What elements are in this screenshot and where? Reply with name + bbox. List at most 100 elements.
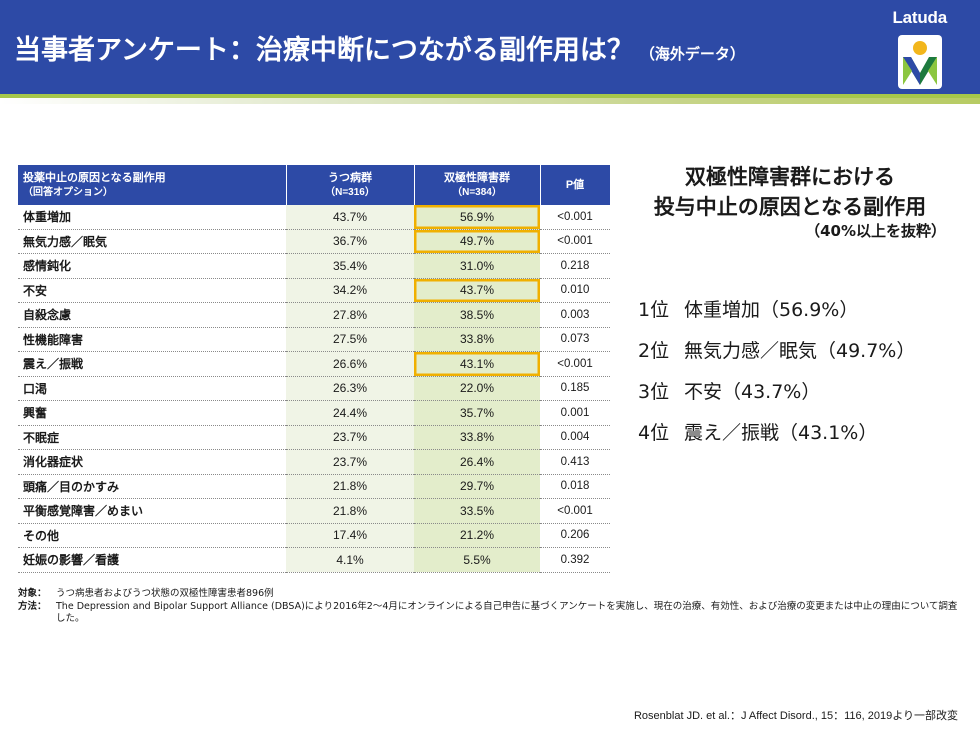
header-gradient-bar [0,98,980,104]
row-label: 不安 [18,278,286,303]
row-label: 妊娠の影響／看護 [18,547,286,573]
header-bipolar-group: 双極性障害群 （N=384） [414,165,541,205]
header-p-value: P値 [540,165,611,205]
p-value: <0.001 [540,205,610,230]
bipolar-value: 33.5% [414,498,540,524]
row-label: 口渇 [18,376,286,401]
depression-value: 34.2% [286,278,414,303]
p-value: 0.001 [540,400,610,426]
depression-value: 17.4% [286,523,414,548]
ranking-list: 1位 体重増加（56.9%） 2位 無気力感／眠気（49.7%） 3位 不安（43.7… [638,296,915,460]
depression-value: 43.7% [286,205,414,230]
ranking-item: 4位 震え／振戦（43.1%） [638,419,915,460]
bipolar-value: 38.5% [414,302,540,328]
note-target-text: うつ病患者およびうつ状態の双極性障害患者896例 [56,588,274,599]
row-label: 不眠症 [18,425,286,450]
table-row: その他 17.4% 21.2% 0.206 [18,523,610,548]
table-row: 自殺念慮 27.8% 38.5% 0.003 [18,302,610,328]
slide-title: 当事者アンケート：治療中断につながる副作用は？ （海外データ） [14,28,745,67]
title-sub: （海外データ） [639,45,745,63]
bipolar-value: 26.4% [414,449,540,475]
header-accent-line [0,94,980,98]
table-header-row: 投薬中止の原因となる副作用 （回答オプション） うつ病群 （N=316） 双極性障害… [18,165,611,205]
header-depression-group: うつ病群 （N=316） [286,165,415,205]
note-target-label: 対象： [18,588,47,599]
table-row: 消化器症状 23.7% 26.4% 0.413 [18,449,610,475]
depression-value: 27.8% [286,302,414,328]
bipolar-value-highlighted: 49.7% [414,229,540,254]
row-label: 震え／振戦 [18,351,286,377]
row-label: 感情鈍化 [18,253,286,279]
bipolar-value: 21.2% [414,523,540,548]
p-value: 0.018 [540,474,610,499]
depression-value: 24.4% [286,400,414,426]
note-method-text: The Depression and Bipolar Support Allia… [56,600,958,625]
p-value: 0.392 [540,547,610,573]
table-row: 頭痛／目のかすみ 21.8% 29.7% 0.018 [18,474,610,499]
row-label: 自殺念慮 [18,302,286,328]
table-row: 性機能障害 27.5% 33.8% 0.073 [18,327,610,352]
rank-number: 4位 [638,422,670,444]
citation: Rosenblat JD. et al.：J Affect Disord., 1… [633,710,958,722]
depression-value: 36.7% [286,229,414,254]
p-value: 0.413 [540,449,610,475]
table-row: 興奮 24.4% 35.7% 0.001 [18,400,610,426]
rank-text: 無気力感／眠気（49.7%） [684,340,916,362]
bipolar-value: 33.8% [414,425,540,450]
slide-header: 当事者アンケート：治療中断につながる副作用は？ （海外データ） Latuda [0,0,980,94]
row-label: 性機能障害 [18,327,286,352]
table-row: 感情鈍化 35.4% 31.0% 0.218 [18,253,610,279]
depression-value: 35.4% [286,253,414,279]
panel-title-line2: 投与中止の原因となる副作用 [653,195,927,219]
table-row: 体重増加 43.7% 56.9% <0.001 [18,205,610,230]
note-method: 方法： The Depression and Bipolar Support A… [18,601,958,626]
table-row: 不安 34.2% 43.7% 0.010 [18,278,610,303]
rank-text: 震え／振戦（43.1%） [684,422,878,444]
ranking-item: 1位 体重増加（56.9%） [638,296,915,337]
p-value: 0.073 [540,327,610,352]
bipolar-value: 29.7% [414,474,540,499]
bipolar-value-highlighted: 56.9% [414,205,540,230]
row-label: 消化器症状 [18,449,286,475]
bipolar-value: 35.7% [414,400,540,426]
rank-text: 不安（43.7%） [684,381,821,403]
note-method-label: 方法： [18,600,47,612]
depression-value: 21.8% [286,498,414,524]
bipolar-value: 22.0% [414,376,540,401]
table-row: 無気力感／眠気 36.7% 49.7% <0.001 [18,229,610,254]
rank-text: 体重増加（56.9%） [684,299,859,321]
depression-value: 23.7% [286,425,414,450]
row-label: 興奮 [18,400,286,426]
row-label: 平衡感覚障害／めまい [18,498,286,524]
p-value: 0.010 [540,278,610,303]
depression-value: 26.3% [286,376,414,401]
table-row: 不眠症 23.7% 33.8% 0.004 [18,425,610,450]
side-effects-table: 投薬中止の原因となる副作用 （回答オプション） うつ病群 （N=316） 双極性障害… [18,165,611,573]
depression-value: 27.5% [286,327,414,352]
depression-value: 23.7% [286,449,414,475]
bipolar-value: 31.0% [414,253,540,279]
rank-number: 3位 [638,381,670,403]
study-notes: 対象： うつ病患者およびうつ状態の双極性障害患者896例 方法： The Dep… [18,588,958,626]
p-value: <0.001 [540,229,610,254]
rank-number: 2位 [638,340,670,362]
p-value: <0.001 [540,351,610,377]
p-value: 0.004 [540,425,610,450]
table-row: 口渇 26.3% 22.0% 0.185 [18,376,610,401]
p-value: 0.218 [540,253,610,279]
header-side-effect: 投薬中止の原因となる副作用 （回答オプション） [18,165,287,205]
depression-value: 21.8% [286,474,414,499]
note-target: 対象： うつ病患者およびうつ状態の双極性障害患者896例 [18,588,958,601]
table-row: 妊娠の影響／看護 4.1% 5.5% 0.392 [18,547,610,573]
bipolar-value: 5.5% [414,547,540,573]
rank-number: 1位 [638,299,670,321]
depression-value: 26.6% [286,351,414,377]
p-value: 0.003 [540,302,610,328]
p-value: 0.185 [540,376,610,401]
title-main: 当事者アンケート：治療中断につながる副作用は？ [14,35,634,66]
panel-title-line1: 双極性障害群における [685,165,895,189]
row-label: 頭痛／目のかすみ [18,474,286,499]
panel-subtitle: （40%以上を抜粋） [805,222,946,240]
panel-title: 双極性障害群における 投与中止の原因となる副作用 [630,162,950,222]
p-value: <0.001 [540,498,610,524]
